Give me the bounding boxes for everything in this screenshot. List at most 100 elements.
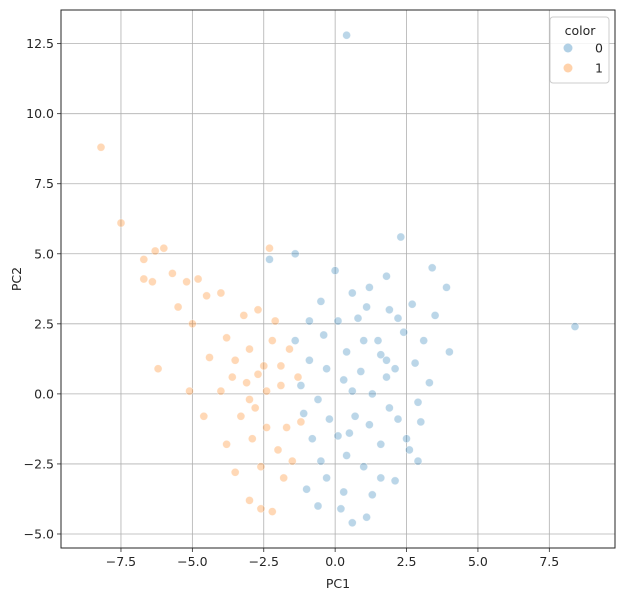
data-point bbox=[347, 386, 357, 396]
data-point bbox=[245, 344, 254, 354]
data-point bbox=[216, 386, 226, 396]
data-point bbox=[393, 414, 403, 424]
data-point bbox=[202, 291, 211, 301]
data-point bbox=[293, 372, 303, 382]
data-point bbox=[402, 434, 411, 444]
y-tick-label: 7.5 bbox=[34, 176, 54, 191]
data-point bbox=[359, 462, 369, 472]
data-point bbox=[305, 355, 314, 365]
data-point bbox=[399, 327, 409, 337]
data-point bbox=[333, 316, 343, 326]
data-point bbox=[313, 395, 323, 404]
data-point bbox=[262, 386, 271, 396]
data-point bbox=[159, 243, 169, 253]
series-0 bbox=[265, 30, 580, 528]
data-point bbox=[336, 504, 346, 514]
data-point bbox=[382, 271, 391, 281]
x-tick-label: −5.0 bbox=[177, 554, 207, 569]
data-point bbox=[262, 423, 271, 432]
x-tick-label: 2.5 bbox=[397, 554, 417, 569]
data-point bbox=[230, 355, 240, 365]
legend-label: 1 bbox=[595, 61, 603, 76]
data-point bbox=[410, 358, 420, 368]
data-point bbox=[168, 269, 177, 278]
data-point bbox=[367, 389, 377, 399]
data-point bbox=[445, 347, 454, 357]
data-point bbox=[265, 255, 274, 264]
data-point bbox=[245, 496, 254, 505]
data-point bbox=[173, 302, 183, 312]
data-point bbox=[430, 311, 440, 320]
data-point bbox=[376, 350, 386, 360]
data-point bbox=[270, 316, 280, 326]
y-tick-label: 5.0 bbox=[34, 246, 54, 261]
data-point bbox=[299, 409, 309, 418]
legend-label: 0 bbox=[595, 41, 603, 56]
data-point bbox=[353, 313, 363, 323]
data-point bbox=[290, 249, 300, 259]
data-point bbox=[250, 403, 260, 413]
data-point bbox=[248, 434, 257, 444]
legend-marker bbox=[563, 43, 573, 53]
data-point bbox=[185, 386, 194, 396]
data-point bbox=[362, 512, 371, 522]
data-point bbox=[139, 255, 149, 264]
data-point bbox=[396, 232, 406, 242]
data-point bbox=[253, 305, 263, 315]
data-point bbox=[393, 313, 403, 323]
data-point bbox=[405, 445, 414, 455]
data-point bbox=[267, 507, 277, 516]
data-point bbox=[347, 518, 357, 528]
data-point bbox=[359, 336, 369, 345]
data-point bbox=[265, 243, 274, 253]
data-point bbox=[319, 330, 329, 340]
data-point bbox=[407, 299, 417, 309]
data-points bbox=[96, 30, 580, 528]
data-point bbox=[442, 283, 451, 292]
data-point bbox=[365, 420, 374, 430]
data-point bbox=[390, 476, 400, 486]
data-point bbox=[245, 395, 254, 404]
data-point bbox=[302, 484, 311, 494]
data-point bbox=[376, 473, 386, 483]
data-point bbox=[570, 322, 580, 331]
data-point bbox=[339, 375, 349, 385]
data-point bbox=[259, 361, 269, 371]
data-point bbox=[228, 372, 237, 382]
data-point bbox=[230, 467, 240, 477]
data-point bbox=[373, 336, 383, 345]
legend-frame bbox=[549, 16, 610, 84]
data-point bbox=[365, 283, 374, 292]
data-point bbox=[305, 316, 314, 326]
data-point bbox=[356, 367, 366, 376]
data-point bbox=[347, 288, 357, 298]
data-point bbox=[333, 431, 343, 441]
data-point bbox=[287, 456, 297, 466]
data-point bbox=[413, 456, 423, 466]
data-point bbox=[376, 439, 386, 449]
data-point bbox=[273, 445, 283, 455]
plot-frame bbox=[60, 9, 616, 549]
data-point bbox=[385, 403, 394, 413]
y-tick-label: 0.0 bbox=[34, 386, 54, 401]
data-point bbox=[116, 218, 126, 228]
data-point bbox=[222, 333, 231, 343]
y-tick-label: −2.5 bbox=[24, 456, 54, 471]
data-point bbox=[419, 336, 429, 345]
legend-marker bbox=[563, 63, 573, 73]
data-point bbox=[199, 411, 209, 421]
y-tick-label: 2.5 bbox=[34, 316, 54, 331]
data-point bbox=[188, 319, 197, 329]
y-tick-label: 10.0 bbox=[26, 106, 54, 121]
data-point bbox=[427, 263, 437, 273]
data-point bbox=[236, 411, 246, 421]
data-point bbox=[342, 451, 351, 460]
data-point bbox=[153, 364, 163, 374]
data-point bbox=[222, 439, 231, 449]
data-point bbox=[182, 277, 191, 287]
data-point bbox=[342, 30, 351, 40]
data-point bbox=[382, 355, 391, 365]
legend-title: color bbox=[565, 23, 597, 38]
data-point bbox=[193, 274, 203, 284]
data-point bbox=[345, 428, 354, 438]
